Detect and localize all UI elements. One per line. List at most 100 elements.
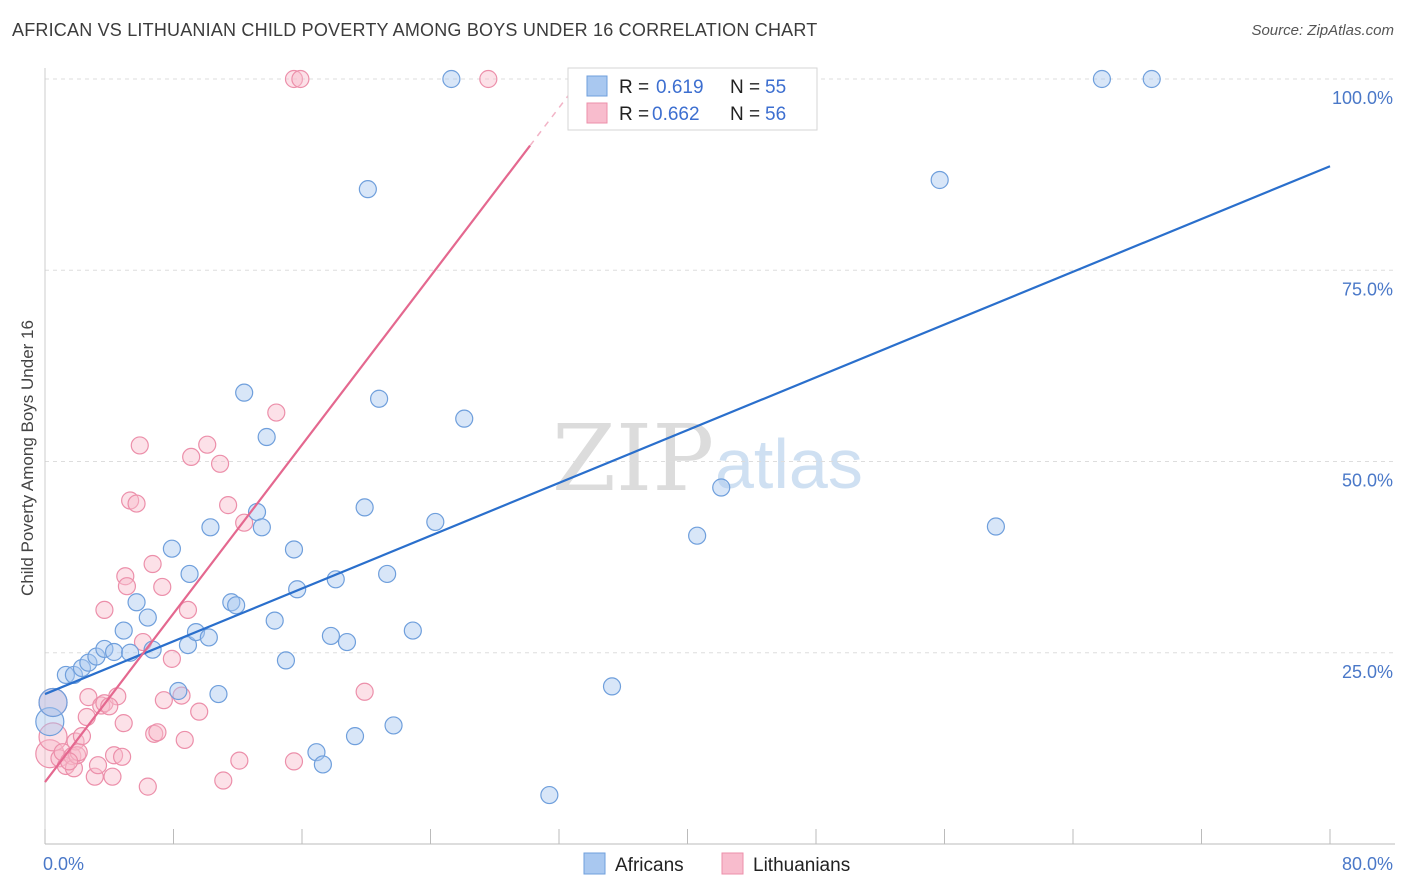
africans-point-29 [276, 651, 296, 670]
africans-point-50 [712, 478, 731, 497]
y-axis-label: Child Poverty Among Boys Under 16 [18, 320, 37, 596]
lithuanians-point-22 [112, 747, 132, 766]
lithuanians-point-41 [190, 702, 209, 721]
africans-point-28 [265, 611, 284, 630]
legend-swatch-lithuanians [586, 102, 608, 124]
africans-point-12 [138, 608, 157, 627]
africans-point-21 [209, 684, 228, 704]
lithuanians-point-30 [138, 777, 157, 796]
lithuanians-point-28 [130, 436, 149, 455]
africans-point-51 [930, 170, 949, 190]
lithuanians-point-25 [117, 577, 137, 596]
lithuanians-trend-line [44, 144, 531, 783]
africans-point-16 [169, 681, 188, 701]
lithuanians-point-53 [479, 69, 498, 89]
africans-point-34 [321, 626, 341, 646]
africans-point-33 [313, 755, 332, 774]
lithuanians-point-35 [154, 691, 173, 710]
africans-point-22 [222, 593, 241, 612]
lithuanians-point-14 [85, 767, 104, 786]
x-tick-label-max: 80.0% [1342, 854, 1393, 874]
africans-point-8 [104, 642, 124, 662]
africans-point-42 [384, 716, 403, 735]
y-tick-label-1: 50.0% [1342, 471, 1393, 491]
africans-point-37 [345, 727, 365, 746]
africans-point-24 [235, 383, 254, 402]
lithuanians-point-27 [127, 494, 146, 513]
africans-point-0 [35, 706, 65, 737]
lithuanians-point-40 [182, 447, 201, 467]
africans-point-23 [227, 596, 246, 615]
africans-point-43 [403, 621, 422, 640]
lithuanians-point-54 [59, 752, 79, 771]
bottom-legend-label-africans: Africans [615, 855, 684, 876]
watermark-atlas: atlas [715, 425, 863, 503]
lithuanians-point-19 [103, 767, 122, 786]
lithuanians-point-18 [95, 600, 114, 620]
legend-r-label-lithuanians: R = [619, 104, 649, 125]
lithuanians-point-50 [284, 69, 304, 89]
y-tick-labels: 25.0% 50.0% 75.0% 100.0% [1332, 88, 1393, 682]
africans-point-1 [38, 687, 68, 718]
top-legend: R = 0.619 N = 55 R = 0.662 N = 56 [567, 67, 818, 131]
africans-point-20 [201, 518, 220, 537]
lithuanians-point-42 [198, 435, 217, 454]
africans-point-27 [257, 427, 276, 447]
y-tick-label-2: 75.0% [1342, 279, 1393, 299]
africans-point-52 [986, 517, 1006, 536]
legend-n-label-lithuanians: N = [730, 104, 760, 125]
grid-lines [45, 78, 1395, 654]
legend-r-label-africans: R = [619, 77, 649, 98]
lithuanians-point-49 [284, 752, 304, 771]
africans-point-53 [1092, 69, 1112, 89]
africans-point-41 [378, 564, 397, 584]
africans-point-31 [288, 580, 307, 599]
lithuanians-point-4 [53, 743, 72, 762]
bottom-legend-swatch-africans [583, 852, 606, 875]
lithuanians-point-13 [79, 688, 98, 707]
africans-point-19 [199, 628, 218, 647]
africans-point-15 [180, 564, 199, 584]
africans-point-54 [1142, 69, 1161, 89]
legend-swatch-africans [586, 75, 608, 97]
africans-point-17 [178, 635, 198, 655]
bottom-legend: Africans Lithuanians [583, 852, 850, 876]
chart-title: AFRICAN VS LITHUANIAN CHILD POVERTY AMON… [12, 20, 818, 40]
legend-n-label-africans: N = [730, 77, 760, 98]
lithuanians-point-51 [291, 69, 310, 89]
africans-points [35, 69, 1161, 805]
africans-point-26 [252, 518, 271, 537]
legend-n-value-africans: 55 [765, 77, 786, 98]
lithuanians-point-31 [143, 554, 162, 574]
legend-r-value-africans: 0.619 [656, 77, 704, 98]
watermark-zip: ZIP [552, 405, 714, 512]
legend-n-value-lithuanians: 56 [765, 104, 786, 125]
africans-point-47 [540, 785, 559, 805]
africans-point-36 [337, 632, 357, 652]
africans-point-11 [127, 593, 146, 612]
lithuanians-point-48 [267, 403, 286, 422]
lithuanians-point-33 [148, 723, 167, 742]
lithuanians-point-39 [178, 600, 198, 620]
africans-trend-line [44, 165, 1331, 696]
y-tick-label-3: 100.0% [1332, 88, 1393, 108]
lithuanians-point-12 [77, 707, 96, 727]
bottom-legend-label-lithuanians: Lithuanians [753, 855, 850, 876]
africans-point-40 [370, 389, 389, 408]
africans-point-49 [688, 526, 707, 545]
lithuanians-point-34 [153, 577, 172, 597]
africans-point-48 [602, 677, 622, 696]
source-attribution: Source: ZipAtlas.com [1251, 22, 1394, 39]
lithuanians-point-38 [175, 730, 194, 750]
lithuanians-points [35, 69, 498, 796]
lithuanians-point-44 [214, 771, 233, 790]
africans-point-45 [442, 69, 461, 89]
lithuanians-point-52 [355, 682, 374, 701]
x-tick-label-min: 0.0% [43, 854, 84, 874]
y-tick-label-0: 25.0% [1342, 662, 1393, 682]
lithuanians-point-36 [162, 649, 181, 668]
legend-r-value-lithuanians: 0.662 [652, 104, 700, 125]
africans-point-46 [455, 409, 474, 428]
africans-point-14 [162, 539, 181, 558]
lithuanians-point-15 [88, 756, 108, 775]
